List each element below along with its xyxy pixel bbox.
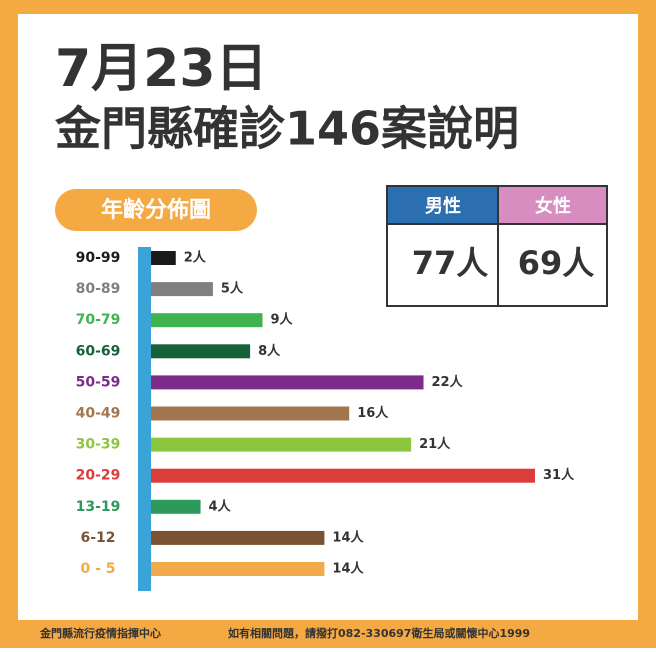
category-label: 30-39 <box>76 437 121 453</box>
category-label: 20-29 <box>76 468 121 484</box>
bar <box>151 468 535 483</box>
table-header: 女性 <box>535 195 571 217</box>
subtitle: 金門縣確診146案說明 <box>54 102 519 156</box>
value-label: 9人 <box>270 312 293 328</box>
value-label: 22人 <box>432 374 464 390</box>
value-label: 2人 <box>184 250 207 266</box>
female-header <box>499 187 606 224</box>
value-label: 5人 <box>221 281 244 297</box>
value-label: 8人 <box>258 343 281 359</box>
category-label: 60-69 <box>76 343 121 359</box>
panel <box>18 14 638 620</box>
bar <box>151 406 350 421</box>
category-label: 0 - 5 <box>80 561 115 577</box>
footer-right: 如有相關問題，請撥打082-330697衛生局或關懷中心1999 <box>228 626 530 640</box>
category-label: 90-99 <box>76 250 121 266</box>
value-label: 21人 <box>419 436 451 452</box>
table-cell: 69人 <box>518 244 595 282</box>
bar <box>151 344 251 359</box>
value-label: 14人 <box>332 561 364 577</box>
bar <box>151 313 263 328</box>
bar <box>151 375 424 390</box>
category-label: 80-89 <box>76 281 121 297</box>
footer-left: 金門縣流行疫情指揮中心 <box>39 626 161 640</box>
bar <box>151 437 412 452</box>
bar <box>151 499 201 514</box>
category-label: 70-79 <box>76 312 121 328</box>
gender-table: 男性 女性 77人 69人 <box>386 185 608 307</box>
value-label: 14人 <box>332 529 364 545</box>
table-cell: 77人 <box>412 244 489 282</box>
male-header <box>388 187 498 224</box>
category-label: 50-59 <box>76 374 121 390</box>
bar-chart: 90-99 2人 80-89 5人 70-79 9人 60-69 8人 50-59 22人 40-4… <box>76 247 575 591</box>
category-label: 13-19 <box>76 499 121 515</box>
value-label: 31人 <box>543 467 575 483</box>
category-label: 40-49 <box>76 406 121 422</box>
value-label: 4人 <box>209 498 232 514</box>
bar <box>151 530 325 545</box>
chart-title: 年齡分佈圖 <box>101 197 211 223</box>
value-label: 16人 <box>357 405 389 421</box>
category-label: 6-12 <box>80 530 115 546</box>
bar <box>151 251 176 265</box>
title: 7月23日 <box>55 39 268 99</box>
table-header: 男性 <box>425 195 461 217</box>
bar <box>151 282 213 297</box>
axis-bar <box>138 247 151 591</box>
chart-title-pill <box>55 189 257 231</box>
bar <box>151 562 325 576</box>
